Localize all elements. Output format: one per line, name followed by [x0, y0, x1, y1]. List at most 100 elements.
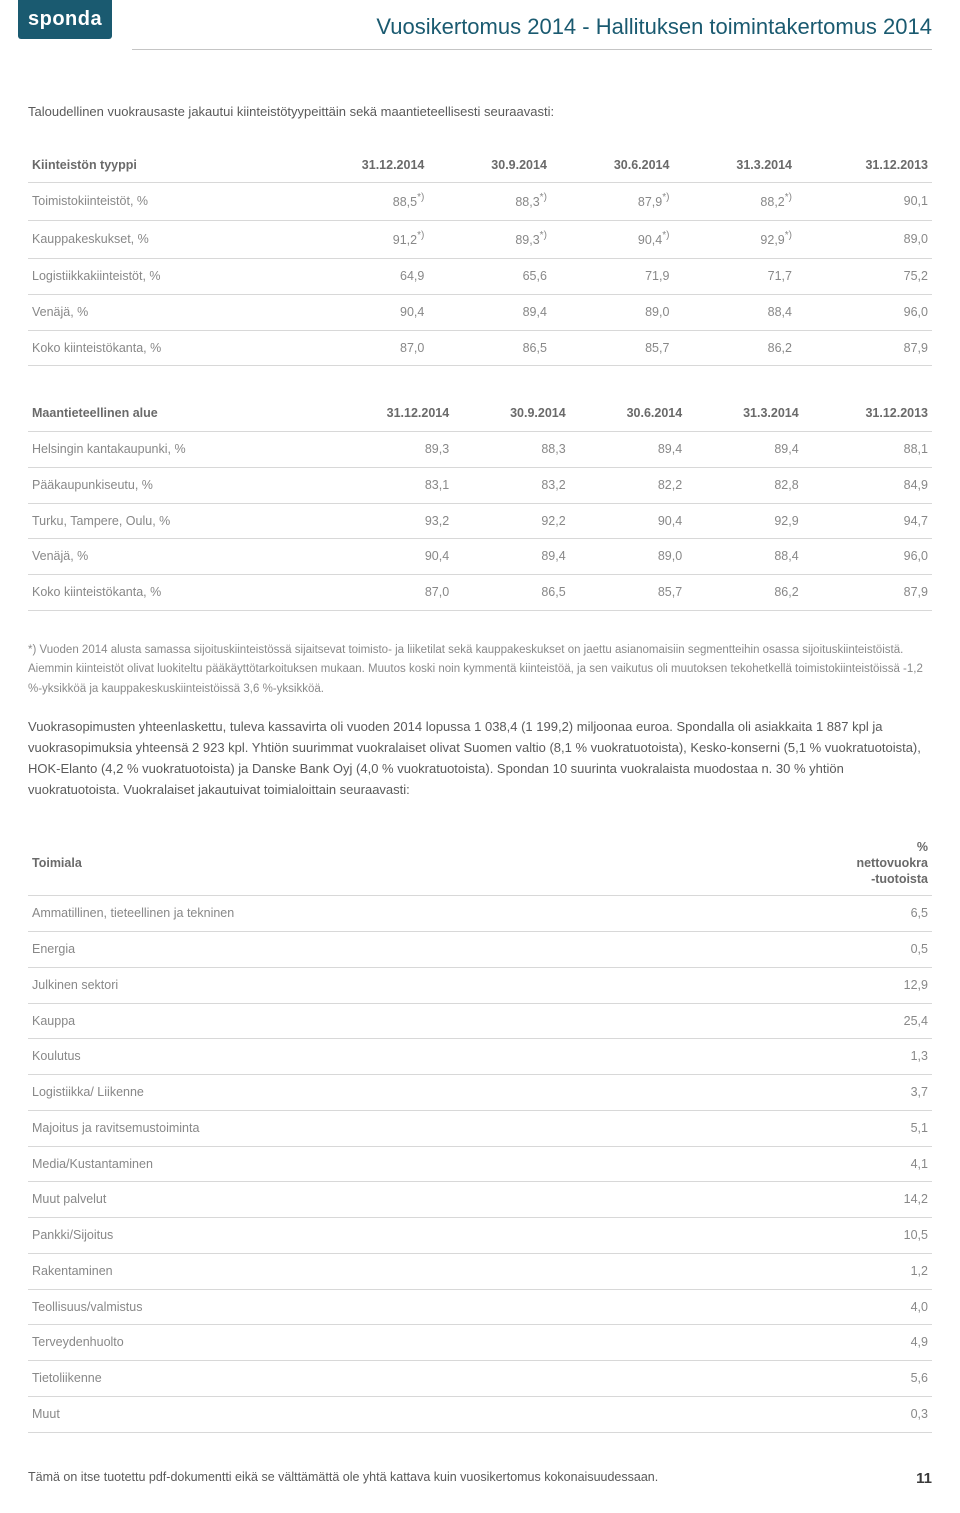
- row-label: Koulutus: [28, 1039, 684, 1075]
- cell-value: 87,9: [803, 575, 932, 611]
- table-row: Energia0,5: [28, 932, 932, 968]
- cell-value: 4,9: [684, 1325, 932, 1361]
- cell-value: 90,1: [796, 183, 932, 221]
- row-label: Terveydenhuolto: [28, 1325, 684, 1361]
- table-col-header: 31.12.2013: [803, 396, 932, 431]
- cell-value: 89,4: [428, 294, 551, 330]
- cell-value: 82,2: [570, 467, 687, 503]
- row-label: Majoitus ja ravitsemustoiminta: [28, 1110, 684, 1146]
- cell-value: 90,4: [324, 539, 453, 575]
- cell-value: 96,0: [803, 539, 932, 575]
- row-label: Kauppakeskukset, %: [28, 221, 292, 259]
- table-row: Koko kiinteistökanta, %87,086,585,786,28…: [28, 330, 932, 366]
- table-row: Venäjä, %90,489,489,088,496,0: [28, 294, 932, 330]
- table-col-header: Maantieteellinen alue: [28, 396, 324, 431]
- cell-value: 5,6: [684, 1361, 932, 1397]
- row-label: Logistiikka/ Liikenne: [28, 1075, 684, 1111]
- table-row: Majoitus ja ravitsemustoiminta5,1: [28, 1110, 932, 1146]
- cell-value: 75,2: [796, 259, 932, 295]
- cell-value: 1,3: [684, 1039, 932, 1075]
- cell-value: 87,9: [796, 330, 932, 366]
- table-row: Teollisuus/valmistus4,0: [28, 1289, 932, 1325]
- cell-value: 0,3: [684, 1396, 932, 1432]
- cell-value: 94,7: [803, 503, 932, 539]
- cell-value: 6,5: [684, 896, 932, 932]
- row-label: Pääkaupunkiseutu, %: [28, 467, 324, 503]
- cell-value: 92,9: [686, 503, 803, 539]
- row-label: Kauppa: [28, 1003, 684, 1039]
- row-label: Tietoliikenne: [28, 1361, 684, 1397]
- table-row: Pääkaupunkiseutu, %83,183,282,282,884,9: [28, 467, 932, 503]
- table-col-header: 31.3.2014: [686, 396, 803, 431]
- table-col-header: Kiinteistön tyyppi: [28, 148, 292, 183]
- table-property-type: Kiinteistön tyyppi31.12.201430.9.201430.…: [28, 148, 932, 367]
- footer-disclaimer: Tämä on itse tuotettu pdf-dokumentti eik…: [28, 1468, 658, 1491]
- table-col-header: 31.12.2014: [324, 396, 453, 431]
- row-label: Muut: [28, 1396, 684, 1432]
- row-label: Venäjä, %: [28, 294, 292, 330]
- table-row: Rakentaminen1,2: [28, 1253, 932, 1289]
- row-label: Teollisuus/valmistus: [28, 1289, 684, 1325]
- row-label: Koko kiinteistökanta, %: [28, 575, 324, 611]
- table-row: Media/Kustantaminen4,1: [28, 1146, 932, 1182]
- cell-value: 88,3*): [428, 183, 551, 221]
- cell-value: 88,4: [686, 539, 803, 575]
- row-label: Koko kiinteistökanta, %: [28, 330, 292, 366]
- cell-value: 1,2: [684, 1253, 932, 1289]
- row-label: Rakentaminen: [28, 1253, 684, 1289]
- row-label: Media/Kustantaminen: [28, 1146, 684, 1182]
- row-label: Ammatillinen, tieteellinen ja tekninen: [28, 896, 684, 932]
- cell-value: 88,4: [673, 294, 796, 330]
- table-col-header: 30.6.2014: [570, 396, 687, 431]
- page-number: 11: [916, 1468, 932, 1491]
- page-footer: Tämä on itse tuotettu pdf-dokumentti eik…: [28, 1468, 932, 1491]
- table-row: Pankki/Sijoitus10,5: [28, 1218, 932, 1254]
- cell-value: 86,2: [686, 575, 803, 611]
- cell-value: 88,1: [803, 432, 932, 468]
- cell-value: 83,1: [324, 467, 453, 503]
- cell-value: 89,4: [686, 432, 803, 468]
- row-label: Energia: [28, 932, 684, 968]
- cell-value: 4,0: [684, 1289, 932, 1325]
- table-col-header: 30.6.2014: [551, 148, 674, 183]
- cell-value: 92,2: [453, 503, 570, 539]
- table-row: Logistiikkakiinteistöt, %64,965,671,971,…: [28, 259, 932, 295]
- cell-value: 25,4: [684, 1003, 932, 1039]
- row-label: Turku, Tampere, Oulu, %: [28, 503, 324, 539]
- cell-value: 96,0: [796, 294, 932, 330]
- table-row: Muut palvelut14,2: [28, 1182, 932, 1218]
- cell-value: 65,6: [428, 259, 551, 295]
- cell-value: 89,4: [570, 432, 687, 468]
- cell-value: 86,5: [453, 575, 570, 611]
- cell-value: 87,9*): [551, 183, 674, 221]
- table-row: Julkinen sektori12,9: [28, 967, 932, 1003]
- table-row: Toimistokiinteistöt, %88,5*)88,3*)87,9*)…: [28, 183, 932, 221]
- row-label: Venäjä, %: [28, 539, 324, 575]
- cell-value: 89,0: [796, 221, 932, 259]
- row-label: Toimistokiinteistöt, %: [28, 183, 292, 221]
- row-label: Muut palvelut: [28, 1182, 684, 1218]
- table-row: Terveydenhuolto4,9: [28, 1325, 932, 1361]
- cell-value: 0,5: [684, 932, 932, 968]
- cell-value: 89,0: [570, 539, 687, 575]
- cell-value: 91,2*): [292, 221, 428, 259]
- cell-value: 64,9: [292, 259, 428, 295]
- table-col-header: 31.3.2014: [673, 148, 796, 183]
- cell-value: 89,0: [551, 294, 674, 330]
- cell-value: 12,9: [684, 967, 932, 1003]
- cell-value: 88,3: [453, 432, 570, 468]
- table-sector: Toimiala %nettovuokra-tuotoista Ammatill…: [28, 831, 932, 1433]
- cell-value: 90,4: [570, 503, 687, 539]
- cell-value: 4,1: [684, 1146, 932, 1182]
- cell-value: 90,4*): [551, 221, 674, 259]
- row-label: Helsingin kantakaupunki, %: [28, 432, 324, 468]
- table-row: Venäjä, %90,489,489,088,496,0: [28, 539, 932, 575]
- cell-value: 89,3*): [428, 221, 551, 259]
- cell-value: 71,7: [673, 259, 796, 295]
- table-row: Ammatillinen, tieteellinen ja tekninen6,…: [28, 896, 932, 932]
- cell-value: 88,5*): [292, 183, 428, 221]
- cell-value: 5,1: [684, 1110, 932, 1146]
- table-row: Helsingin kantakaupunki, %89,388,389,489…: [28, 432, 932, 468]
- table-row: Koulutus1,3: [28, 1039, 932, 1075]
- row-label: Logistiikkakiinteistöt, %: [28, 259, 292, 295]
